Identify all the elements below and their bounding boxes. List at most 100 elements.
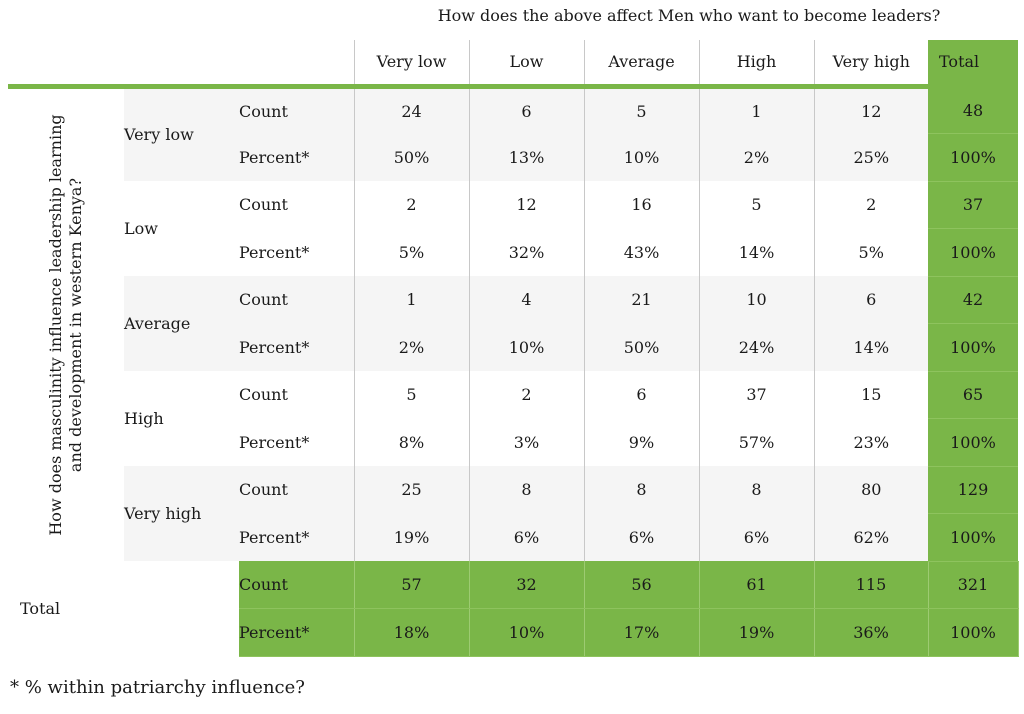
column-header-row: Very low Low Average High Very high Tota…: [8, 40, 1018, 89]
column-header: Average: [583, 40, 699, 89]
count-cell: 10: [698, 276, 814, 324]
table-row: Percent* 50% 13% 10% 2% 25% 100%: [8, 133, 1018, 182]
row-axis-label-cell: How does masculinity influence leadershi…: [8, 86, 124, 561]
row-total-percent: 100%: [928, 133, 1018, 182]
count-label: Count: [239, 195, 288, 215]
spacer-cell: [124, 609, 239, 657]
total-percent-cell: 10%: [469, 608, 585, 657]
percent-cell: 5%: [353, 228, 469, 276]
percent-cell: 10%: [583, 133, 699, 181]
percent-cell: 50%: [353, 133, 469, 181]
percent-cell: 6%: [468, 513, 584, 561]
total-label: Total: [20, 599, 61, 618]
table-row: Percent* 5% 32% 43% 14% 5% 100%: [8, 228, 1018, 277]
count-cell: 24: [353, 86, 469, 134]
row-category-label: Low: [124, 219, 158, 238]
row-total-count: 48: [928, 86, 1018, 134]
total-percent-label: Percent*: [239, 608, 355, 657]
row-category-label: Very high: [124, 466, 239, 561]
table-row: Percent* 19% 6% 6% 6% 62% 100%: [8, 513, 1018, 562]
count-cell: 6: [468, 86, 584, 134]
count-cell: 16: [583, 181, 699, 229]
column-header: High: [698, 40, 814, 89]
row-total-percent: 100%: [928, 228, 1018, 277]
count-label: Count: [239, 86, 354, 134]
percent-label: Percent*: [239, 242, 310, 262]
count-cell: 15: [813, 371, 928, 419]
percent-cell: 13%: [468, 133, 584, 181]
column-header: Very low: [353, 40, 469, 89]
count-cell: 2: [813, 181, 928, 229]
total-count-cell: 321: [928, 561, 1019, 609]
row-total-count: 37: [928, 181, 1018, 229]
table-row: High Count 5 2 6 37 15 65: [8, 371, 1018, 428]
row-total-count: 129: [928, 466, 1018, 514]
row-axis-label: How does masculinity influence leadershi…: [46, 114, 85, 536]
percent-cell: 23%: [813, 418, 928, 466]
table-row: Average Count 1 4 21 10 6 42: [8, 276, 1018, 371]
count-cell: 25: [353, 466, 469, 514]
percent-cell: 3%: [468, 418, 584, 466]
table-title: How does the above affect Men who want t…: [437, 6, 941, 25]
row-total-percent: 100%: [928, 513, 1018, 562]
column-header-total: Total: [928, 40, 1018, 89]
percent-cell: 43%: [583, 228, 699, 276]
total-count-cell: 57: [354, 561, 470, 609]
percent-cell: 14%: [698, 228, 814, 276]
percent-cell: 2%: [353, 323, 469, 371]
column-header: Very high: [813, 40, 928, 89]
count-cell: 2: [468, 371, 584, 419]
percent-cell: 5%: [813, 228, 928, 276]
count-cell: 5: [698, 181, 814, 229]
header-spacer: [8, 40, 124, 89]
percent-cell: 6%: [698, 513, 814, 561]
count-cell: 6: [813, 276, 928, 324]
total-count-cell: 61: [699, 561, 815, 609]
footnote: * % within patriarchy influence?: [10, 677, 305, 698]
count-cell: 8: [468, 466, 584, 514]
count-cell: 5: [583, 86, 699, 134]
count-cell: 80: [813, 466, 928, 514]
percent-cell: 24%: [698, 323, 814, 371]
percent-cell: 62%: [813, 513, 928, 561]
total-row: Percent* 18% 10% 17% 19% 36% 100%: [8, 608, 1019, 657]
count-cell: 1: [698, 86, 814, 134]
count-cell: 5: [353, 371, 469, 419]
percent-cell: 10%: [468, 323, 584, 371]
total-percent-cell: 36%: [814, 608, 929, 657]
percent-label: Percent*: [239, 323, 354, 371]
percent-label: Percent*: [239, 513, 354, 561]
total-count-cell: 115: [814, 561, 929, 609]
count-cell: 2: [353, 181, 469, 229]
count-cell: 1: [353, 276, 469, 324]
count-cell: 12: [813, 86, 928, 134]
crosstab-table: Very low Low Average High Very high Tota…: [8, 40, 1019, 657]
column-header: Low: [468, 40, 584, 89]
table-row: Very high Count 25 8 8 8 80 129: [8, 466, 1018, 561]
total-count-cell: 56: [584, 561, 700, 609]
count-cell: 21: [583, 276, 699, 324]
percent-cell: 8%: [353, 418, 469, 466]
percent-cell: 57%: [698, 418, 814, 466]
count-label: Count: [239, 385, 288, 405]
total-percent-cell: 18%: [354, 608, 470, 657]
percent-cell: 25%: [813, 133, 928, 181]
spacer-cell: [124, 561, 239, 609]
table-row: Percent* 2% 10% 50% 24% 14% 100%: [8, 323, 1018, 372]
percent-label: Percent*: [239, 432, 310, 452]
percent-cell: 2%: [698, 133, 814, 181]
percent-cell: 32%: [468, 228, 584, 276]
row-total-percent: 100%: [928, 418, 1018, 467]
total-percent-cell: 19%: [699, 608, 815, 657]
count-cell: 4: [468, 276, 584, 324]
percent-cell: 19%: [353, 513, 469, 561]
total-count-cell: 32: [469, 561, 585, 609]
row-category-label: Very low: [124, 86, 239, 181]
count-cell: 8: [583, 466, 699, 514]
total-percent-cell: 17%: [584, 608, 700, 657]
count-label: Count: [239, 466, 354, 514]
total-percent-cell: 100%: [928, 608, 1019, 657]
row-total-percent: 100%: [928, 323, 1018, 372]
percent-cell: 6%: [583, 513, 699, 561]
percent-cell: 14%: [813, 323, 928, 371]
